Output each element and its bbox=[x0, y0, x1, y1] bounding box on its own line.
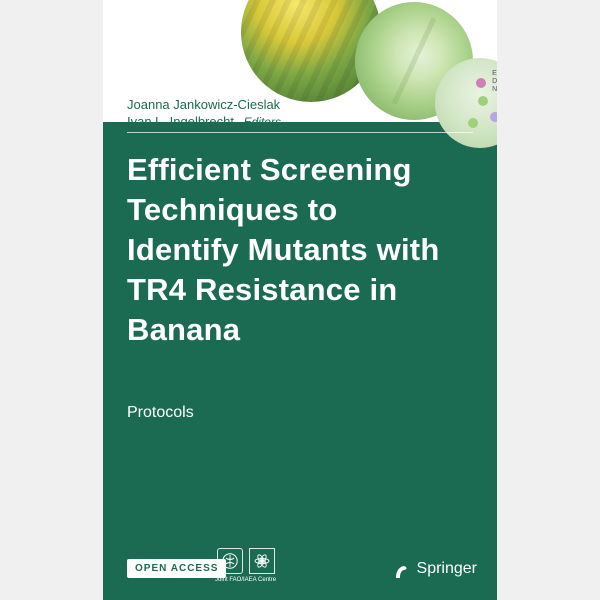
joint-centre-caption: Joint FAO/IAEA Centre bbox=[215, 577, 276, 584]
fao-logo-icon bbox=[217, 548, 243, 574]
springer-horse-icon bbox=[393, 558, 411, 580]
book-cover: E M S D E S N M U Joanna Jankowicz-Ciesl… bbox=[103, 0, 497, 600]
book-subtitle: Protocols bbox=[127, 404, 194, 422]
book-title: Efficient Screening Techniques to Identi… bbox=[127, 150, 457, 350]
editors-block: Joanna Jankowicz-Cieslak Ivan L. Ingelbr… bbox=[127, 96, 281, 131]
open-access-badge: OPEN ACCESS bbox=[127, 559, 226, 578]
iaea-logo-icon bbox=[249, 548, 275, 574]
editor-name-1: Joanna Jankowicz-Cieslak bbox=[127, 96, 281, 113]
org-logos: Joint FAO/IAEA Centre bbox=[215, 548, 276, 584]
editors-role: Editors bbox=[244, 115, 281, 129]
editor-name-2: Ivan L. Ingelbrecht bbox=[127, 114, 234, 129]
editor-line-2: Ivan L. Ingelbrecht Editors bbox=[127, 113, 281, 131]
circle-badge-text: E M S D E S N M U bbox=[492, 70, 497, 94]
publisher-block: Springer bbox=[393, 558, 477, 580]
divider-line bbox=[127, 132, 473, 133]
publisher-name: Springer bbox=[417, 560, 477, 578]
joint-centre-block: Joint FAO/IAEA Centre bbox=[215, 548, 276, 584]
